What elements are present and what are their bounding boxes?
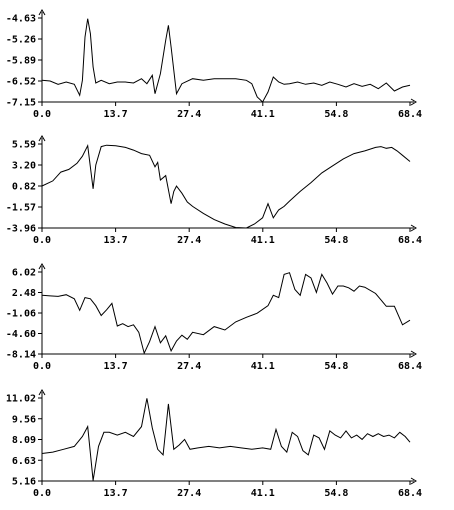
- x-tick-label: 41.1: [251, 109, 275, 120]
- x-tick-label: 0.0: [33, 109, 51, 120]
- y-tick-label: 9.56: [12, 414, 36, 425]
- y-tick-label: 6.63: [12, 456, 36, 467]
- x-tick-label: 27.4: [177, 488, 201, 499]
- x-tick-label: 13.7: [104, 109, 128, 120]
- y-axis-arrow: [38, 389, 46, 396]
- series-line: [41, 18, 411, 103]
- y-tick-label: -1.06: [6, 309, 36, 320]
- x-tick-label: 54.8: [324, 235, 348, 246]
- x-tick-label: 0.0: [33, 488, 51, 499]
- y-tick-label: -1.57: [6, 203, 36, 214]
- x-tick-label: 13.7: [104, 235, 128, 246]
- y-axis-arrow: [38, 263, 46, 270]
- y-tick-label: -8.14: [6, 350, 36, 361]
- y-axis-arrow: [38, 9, 46, 16]
- x-tick-label: 68.4: [398, 235, 422, 246]
- x-tick-label: 13.7: [104, 361, 128, 372]
- x-tick-label: 41.1: [251, 361, 275, 372]
- x-tick-label: 27.4: [177, 235, 201, 246]
- x-tick-label: 0.0: [33, 361, 51, 372]
- y-tick-label: -3.96: [6, 224, 36, 235]
- x-axis-arrow: [410, 477, 417, 485]
- x-tick-label: 0.0: [33, 235, 51, 246]
- x-tick-label: 54.8: [324, 488, 348, 499]
- x-tick-label: 41.1: [251, 235, 275, 246]
- chart-panel-1: -4.63 -5.26 -5.89 -6.52 -7.150.0 13.7 27.4 41.1…: [6, 9, 422, 120]
- y-tick-label: 8.09: [12, 435, 36, 446]
- x-axis-arrow: [410, 98, 417, 106]
- x-axis-arrow: [410, 350, 417, 358]
- chart-panel-3: 6.02 2.48 -1.06 -4.60 -8.140.0 13.7 27.4 41.1 54…: [6, 263, 422, 372]
- chart-panel-2: 5.59 3.20 0.82 -1.57 -3.960.0 13.7 27.4 41.1 54.…: [6, 135, 422, 246]
- y-tick-label: -4.63: [6, 14, 36, 25]
- y-tick-label: 3.20: [12, 161, 36, 172]
- x-tick-label: 68.4: [398, 109, 422, 120]
- y-tick-label: 5.59: [12, 140, 36, 151]
- y-tick-label: -6.52: [6, 77, 36, 88]
- series-line: [41, 144, 411, 229]
- y-tick-label: -4.60: [6, 329, 36, 340]
- x-tick-label: 13.7: [104, 488, 128, 499]
- x-tick-label: 54.8: [324, 361, 348, 372]
- y-tick-label: 5.16: [12, 477, 36, 488]
- y-axis-arrow: [38, 135, 46, 142]
- y-tick-label: 11.02: [6, 394, 36, 405]
- x-tick-label: 27.4: [177, 361, 201, 372]
- x-tick-label: 68.4: [398, 488, 422, 499]
- chart-panel-4: 11.02 9.56 8.09 6.63 5.160.0 13.7 27.4 41.1 54.8…: [6, 389, 422, 499]
- series-line: [41, 398, 411, 481]
- x-axis-arrow: [410, 224, 417, 232]
- series-line: [41, 272, 411, 355]
- y-tick-label: -5.89: [6, 56, 36, 67]
- x-tick-label: 54.8: [324, 109, 348, 120]
- y-tick-label: -5.26: [6, 35, 36, 46]
- x-tick-label: 68.4: [398, 361, 422, 372]
- x-tick-label: 41.1: [251, 488, 275, 499]
- x-tick-label: 27.4: [177, 109, 201, 120]
- y-tick-label: 2.48: [12, 288, 36, 299]
- y-tick-label: 0.82: [12, 182, 36, 193]
- y-tick-label: -7.15: [6, 98, 36, 109]
- y-tick-label: 6.02: [12, 268, 36, 279]
